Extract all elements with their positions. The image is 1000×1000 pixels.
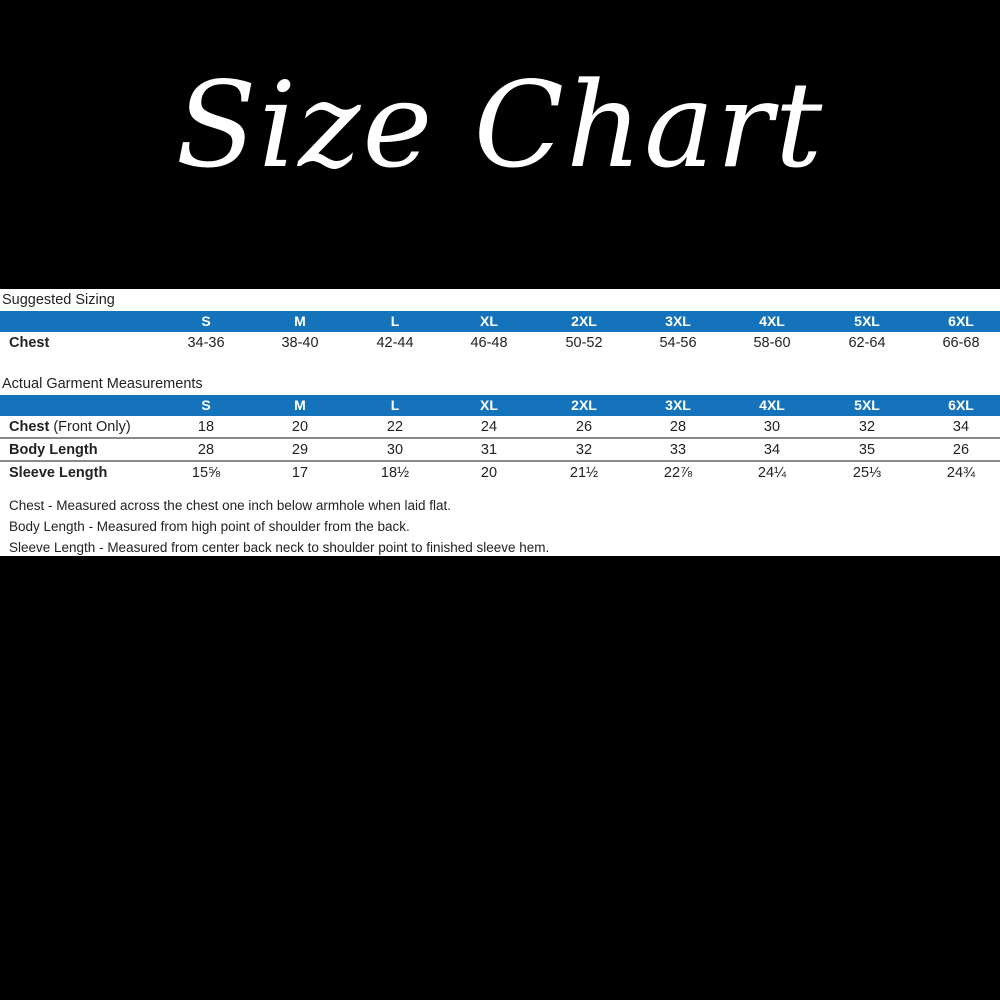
suggested-header-bar: S M L XL 2XL 3XL 4XL 5XL 6XL [0, 311, 1000, 332]
size-header-6xl: 6XL [948, 313, 974, 329]
row-label-text: Chest [9, 335, 50, 351]
table-cell: 28 [197, 442, 215, 458]
size-header-l: L [390, 313, 400, 329]
table-cell: 33 [669, 442, 687, 458]
size-chart-panel: Suggested Sizing S M L XL 2XL 3XL 4XL 5XL 6XL Ch… [0, 289, 1000, 556]
row-label: Sleeve Length [9, 465, 107, 481]
table-cell: 20 [291, 419, 309, 435]
table-cell: 25⅓ [852, 465, 882, 481]
note-chest: Chest - Measured across the chest one in… [9, 498, 451, 513]
size-header-xl: XL [480, 397, 498, 413]
table-cell: 54-56 [659, 335, 697, 351]
size-header-s: S [201, 313, 211, 329]
size-header-xl: XL [480, 313, 498, 329]
table-cell: 30 [386, 442, 404, 458]
size-header-4xl: 4XL [759, 313, 785, 329]
size-header-m: M [294, 313, 306, 329]
table-cell: 22⅞ [663, 465, 693, 481]
row-divider [0, 460, 1000, 462]
table-cell: 34 [952, 419, 970, 435]
page-title: Size Chart [175, 56, 825, 194]
size-header-m: M [294, 397, 306, 413]
note-sleeve-length: Sleeve Length - Measured from center bac… [9, 540, 550, 555]
table-cell: 24 [480, 419, 498, 435]
table-cell: 18 [197, 419, 215, 435]
table-cell: 18½ [380, 465, 410, 481]
table-cell: 28 [669, 419, 687, 435]
table-cell: 17 [291, 465, 309, 481]
table-cell: 32 [858, 419, 876, 435]
table-cell: 21½ [569, 465, 599, 481]
table-cell: 30 [763, 419, 781, 435]
size-header-4xl: 4XL [759, 397, 785, 413]
table-cell: 34-36 [187, 335, 225, 351]
table-cell: 26 [952, 442, 970, 458]
row-label-text: Body Length [9, 442, 98, 458]
row-label-text: Chest [9, 419, 50, 435]
size-header-3xl: 3XL [665, 313, 691, 329]
size-header-2xl: 2XL [571, 313, 597, 329]
table-cell: 35 [858, 442, 876, 458]
row-label: Body Length [9, 442, 98, 458]
table-cell: 15⅝ [191, 465, 221, 481]
size-header-6xl: 6XL [948, 397, 974, 413]
table-cell: 62-64 [848, 335, 886, 351]
table-cell: 24¾ [946, 465, 976, 481]
table-cell: 38-40 [281, 335, 319, 351]
actual-header-bar: S M L XL 2XL 3XL 4XL 5XL 6XL [0, 395, 1000, 416]
size-header-5xl: 5XL [854, 313, 880, 329]
table-cell: 34 [763, 442, 781, 458]
table-cell: 31 [480, 442, 498, 458]
table-cell: 66-68 [942, 335, 980, 351]
table-cell: 58-60 [753, 335, 791, 351]
row-label: Chest (Front Only) [9, 419, 131, 435]
actual-measurements-caption: Actual Garment Measurements [2, 376, 203, 392]
size-header-s: S [201, 397, 211, 413]
note-body-length: Body Length - Measured from high point o… [9, 519, 410, 534]
table-cell: 42-44 [376, 335, 414, 351]
table-cell: 22 [386, 419, 404, 435]
row-label-suffix: (Front Only) [49, 419, 131, 435]
table-cell: 26 [575, 419, 593, 435]
row-label: Chest [9, 335, 49, 351]
table-cell: 24¼ [757, 465, 787, 481]
suggested-sizing-caption: Suggested Sizing [2, 292, 115, 308]
table-cell: 50-52 [565, 335, 603, 351]
row-label-text: Sleeve Length [9, 465, 108, 481]
table-cell: 20 [480, 465, 498, 481]
size-header-l: L [390, 397, 400, 413]
size-header-2xl: 2XL [571, 397, 597, 413]
size-header-3xl: 3XL [665, 397, 691, 413]
row-divider [0, 437, 1000, 439]
size-header-5xl: 5XL [854, 397, 880, 413]
table-cell: 32 [575, 442, 593, 458]
table-cell: 29 [291, 442, 309, 458]
table-cell: 46-48 [470, 335, 508, 351]
